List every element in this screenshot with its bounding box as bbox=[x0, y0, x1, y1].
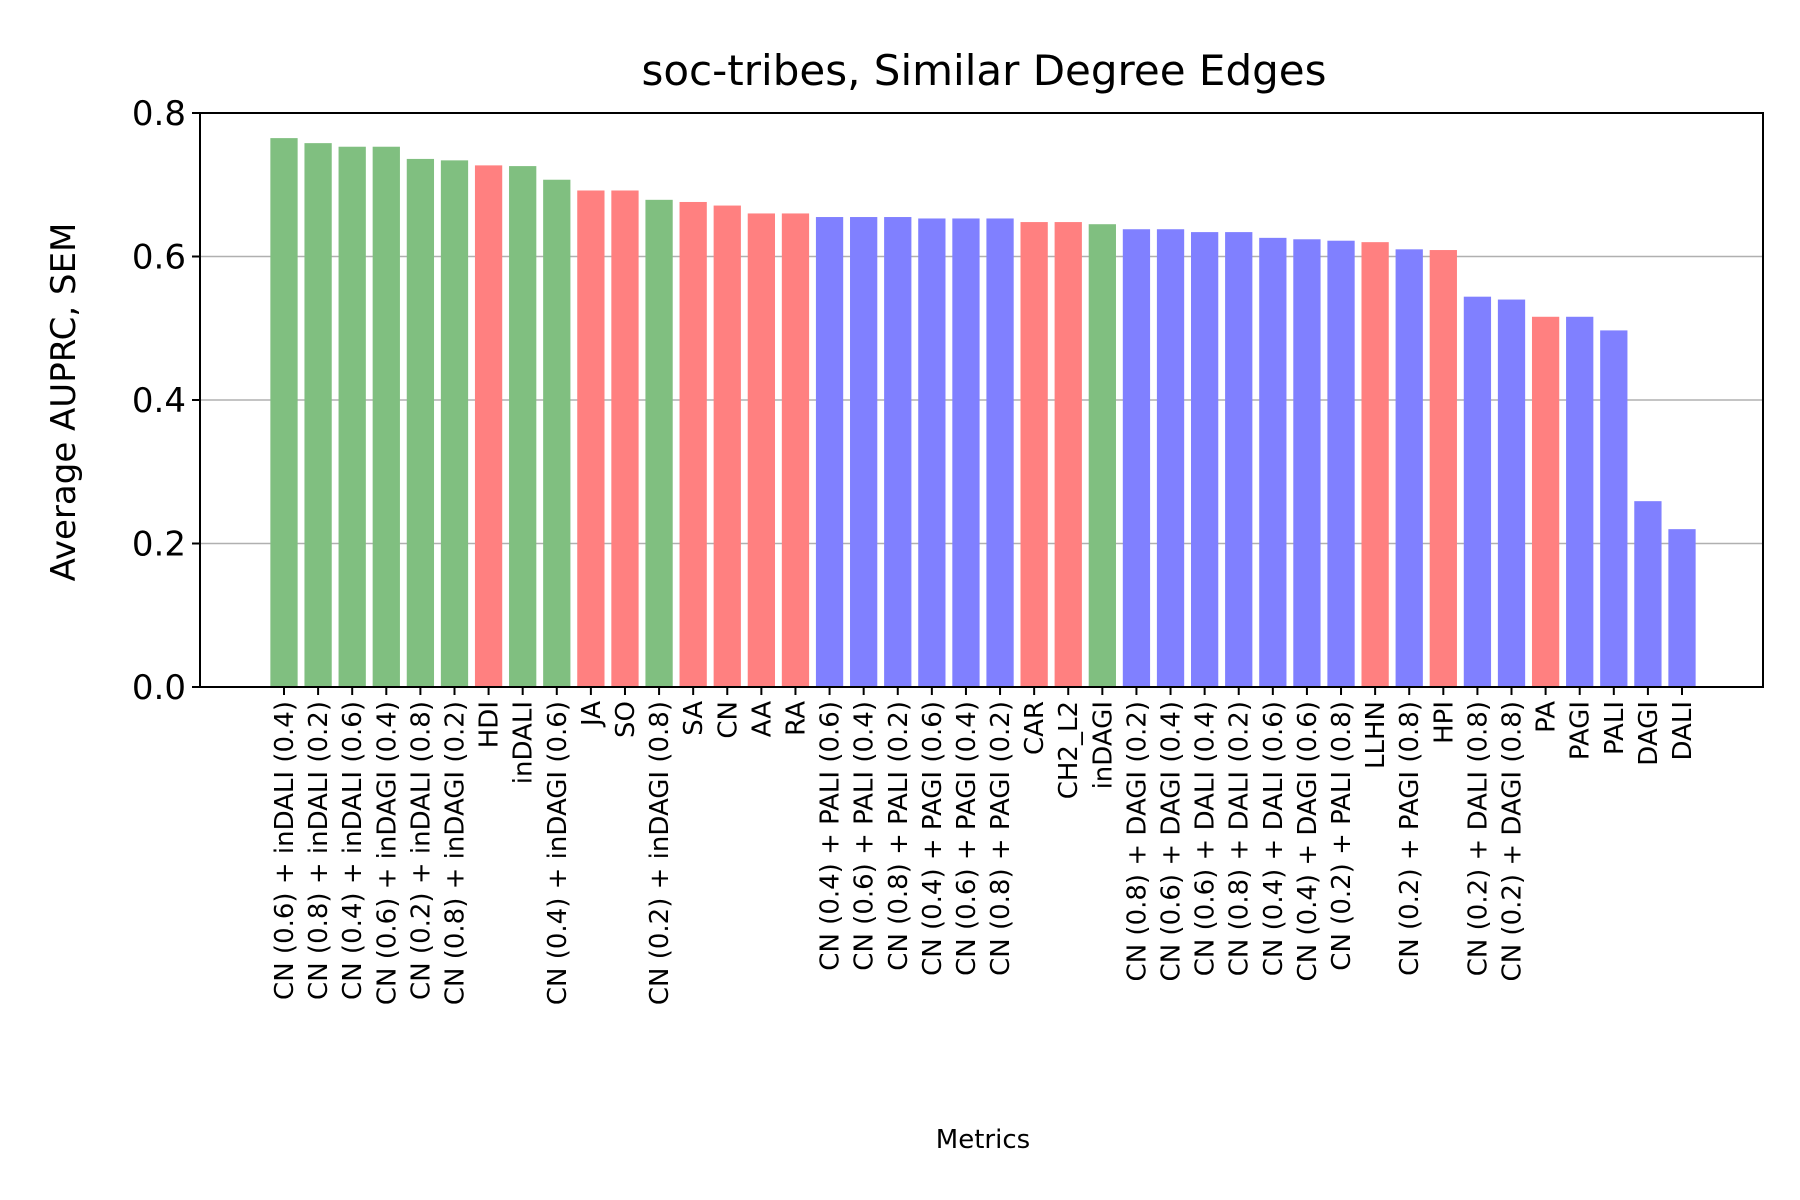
bar bbox=[1327, 240, 1355, 687]
bar bbox=[645, 199, 673, 687]
x-tick-label: PALI bbox=[1600, 701, 1630, 755]
bar bbox=[747, 213, 776, 687]
bar bbox=[1497, 299, 1526, 687]
y-tick-label: 0.0 bbox=[132, 668, 186, 708]
x-tick-label: CN (0.4) + DALI (0.6) bbox=[1259, 701, 1289, 976]
x-tick-label: HDI bbox=[475, 701, 505, 748]
bar bbox=[1600, 330, 1628, 687]
x-tick-label: SO bbox=[611, 701, 641, 738]
y-tick-label: 0.8 bbox=[132, 94, 186, 134]
bar bbox=[611, 190, 639, 688]
bar bbox=[270, 138, 298, 688]
x-tick-label: LLHN bbox=[1361, 701, 1391, 769]
x-tick-label: PAGI bbox=[1566, 701, 1596, 760]
x-tick-label: CN (0.8) + PALI (0.2) bbox=[884, 701, 914, 971]
grid-lines bbox=[200, 255, 1763, 545]
x-tick-label: CN (0.8) + inDAGI (0.2) bbox=[440, 701, 470, 1005]
bar bbox=[1190, 232, 1219, 688]
bar bbox=[577, 190, 605, 688]
bar bbox=[918, 218, 946, 687]
x-tick-label: inDALI bbox=[509, 701, 539, 784]
bar bbox=[1634, 501, 1662, 687]
x-tick-label: CAR bbox=[1020, 701, 1050, 755]
x-tick-label: RA bbox=[781, 701, 811, 736]
bar bbox=[1668, 529, 1696, 687]
bar bbox=[1088, 224, 1116, 687]
x-tick-label: DALI bbox=[1668, 701, 1698, 761]
x-tick-label: CN bbox=[713, 701, 743, 739]
bar bbox=[1020, 222, 1048, 687]
x-tick-label: SA bbox=[679, 701, 709, 736]
bar bbox=[1463, 296, 1492, 687]
x-tick-label: DAGI bbox=[1634, 701, 1664, 766]
bar bbox=[1531, 316, 1560, 687]
bar bbox=[1361, 242, 1389, 687]
bar bbox=[1429, 250, 1457, 688]
x-axis-label: Metrics bbox=[936, 1125, 1030, 1155]
bar bbox=[1225, 232, 1253, 688]
bars bbox=[270, 138, 1696, 688]
x-tick-label: CN (0.2) + DAGI (0.8) bbox=[1498, 701, 1528, 981]
x-tick-label: CN (0.6) + DALI (0.4) bbox=[1191, 701, 1221, 976]
x-tick-label: CN (0.4) + PALI (0.6) bbox=[816, 701, 846, 971]
x-tick-label: CN (0.4) + inDALI (0.6) bbox=[338, 701, 368, 1000]
bar bbox=[952, 218, 980, 687]
bar bbox=[509, 166, 537, 688]
bar bbox=[1566, 316, 1594, 687]
x-tick-label: CN (0.8) + inDALI (0.2) bbox=[304, 701, 334, 1000]
bar bbox=[815, 217, 844, 687]
x-tick-label: CN (0.8) + DAGI (0.2) bbox=[1122, 701, 1152, 981]
bar bbox=[986, 218, 1014, 687]
bar bbox=[543, 179, 571, 688]
plot-frame bbox=[199, 112, 1764, 688]
x-tick-label: CN (0.6) + inDALI (0.4) bbox=[270, 701, 300, 1000]
x-tick-label: CH2_L2 bbox=[1054, 701, 1084, 799]
x-ticks: CN (0.6) + inDALI (0.4) CN (0.8) + inDALI… bbox=[270, 687, 1698, 1005]
y-axis-label: Average AUPRC, SEM bbox=[44, 223, 84, 582]
x-tick-label: CN (0.4) + DAGI (0.6) bbox=[1293, 701, 1323, 981]
x-tick-label: CN (0.2) + PALI (0.8) bbox=[1327, 701, 1357, 971]
bar bbox=[713, 205, 741, 687]
bar bbox=[884, 217, 912, 687]
chart-title: soc-tribes, Similar Degree Edges bbox=[641, 46, 1326, 95]
x-tick-label: CN (0.6) + inDAGI (0.4) bbox=[372, 701, 402, 1005]
y-tick-label: 0.4 bbox=[132, 381, 186, 421]
x-tick-label: inDAGI bbox=[1088, 701, 1118, 789]
bar bbox=[1259, 237, 1287, 687]
bar bbox=[1395, 249, 1423, 687]
bar bbox=[440, 160, 469, 688]
y-ticks: 0.0 0.2 0.4 0.6 0.8 bbox=[132, 94, 200, 708]
x-tick-label: CN (0.4) + inDAGI (0.6) bbox=[543, 701, 573, 1005]
x-tick-label: CN (0.2) + inDAGI (0.8) bbox=[645, 701, 675, 1005]
y-tick-label: 0.6 bbox=[132, 238, 186, 278]
bar bbox=[338, 146, 366, 687]
bar bbox=[372, 146, 400, 687]
bar bbox=[781, 213, 810, 687]
x-tick-label: CN (0.4) + PAGI (0.6) bbox=[918, 701, 948, 976]
x-tick-label: CN (0.8) + PAGI (0.2) bbox=[986, 701, 1016, 976]
x-tick-label: CN (0.2) + inDALI (0.8) bbox=[406, 701, 436, 1000]
x-tick-label: HPI bbox=[1429, 701, 1459, 744]
x-tick-label: CN (0.8) + DALI (0.2) bbox=[1225, 701, 1255, 976]
x-tick-label: CN (0.2) + PAGI (0.8) bbox=[1395, 701, 1425, 976]
bar bbox=[406, 158, 435, 688]
bar bbox=[474, 165, 503, 687]
bar bbox=[1156, 229, 1185, 688]
x-tick-label: CN (0.6) + PALI (0.4) bbox=[850, 701, 880, 971]
x-tick-label: CN (0.6) + DAGI (0.4) bbox=[1157, 701, 1187, 981]
bar bbox=[1054, 222, 1082, 687]
bar bbox=[850, 217, 878, 687]
x-tick-label: JA bbox=[577, 701, 607, 728]
bar bbox=[1293, 239, 1321, 687]
x-tick-label: CN (0.2) + DALI (0.8) bbox=[1463, 701, 1493, 976]
bar bbox=[304, 143, 332, 687]
y-tick-label: 0.2 bbox=[132, 525, 186, 565]
x-tick-label: AA bbox=[747, 701, 777, 738]
x-tick-label: PA bbox=[1532, 701, 1562, 733]
bar bbox=[679, 201, 707, 687]
x-tick-label: CN (0.6) + PAGI (0.4) bbox=[952, 701, 982, 976]
bar bbox=[1122, 229, 1151, 688]
